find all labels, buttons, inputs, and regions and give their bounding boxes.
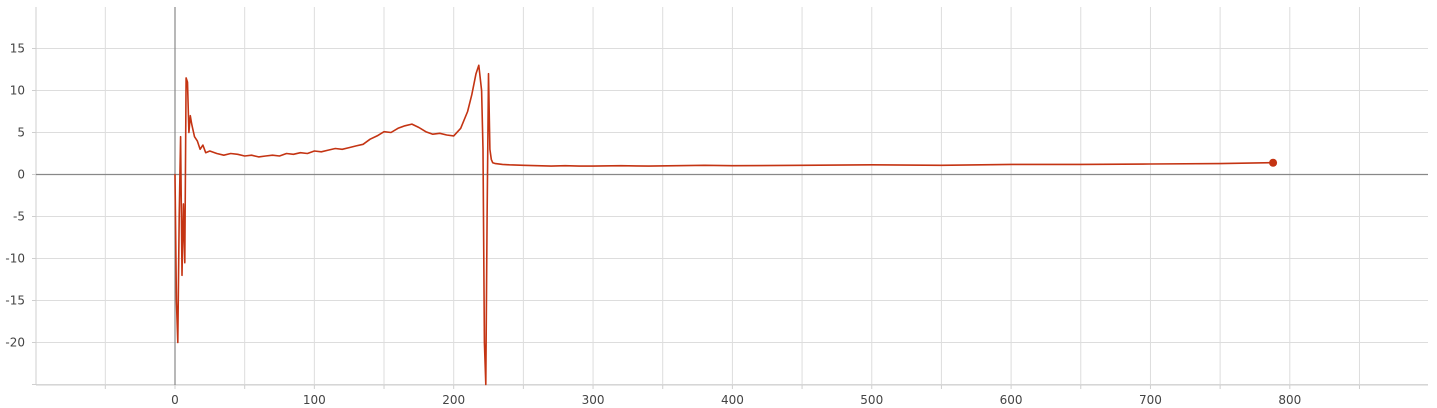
series-0 [174, 64, 1278, 386]
y-tick-label: -5 [13, 210, 25, 224]
y-tick-label: -20 [5, 336, 25, 350]
y-tick-label: -15 [5, 294, 25, 308]
y-tick-label: 0 [17, 168, 25, 182]
x-tick-label: 300 [582, 393, 605, 407]
x-tick-label: 800 [1278, 393, 1301, 407]
x-tick-label: 400 [721, 393, 744, 407]
y-tick-label: 15 [10, 42, 25, 56]
axes [32, 7, 1428, 389]
series-line [174, 64, 1274, 386]
x-tick-label: 0 [171, 393, 179, 407]
series-end-marker [1269, 158, 1278, 167]
x-tick-label: 700 [1139, 393, 1162, 407]
tick-labels: 0 100 200 300 400 500 600 700 800 15 10 5 0 -5 -10 -15 -… [5, 42, 1301, 408]
grid [36, 7, 1428, 385]
x-tick-label: 100 [303, 393, 326, 407]
x-tick-label: 600 [1000, 393, 1023, 407]
y-tick-label: 5 [17, 126, 25, 140]
x-tick-label: 200 [442, 393, 465, 407]
y-tick-label: -10 [5, 252, 25, 266]
x-tick-label: 500 [860, 393, 883, 407]
y-tick-label: 10 [10, 84, 25, 98]
series-layer [174, 64, 1278, 386]
